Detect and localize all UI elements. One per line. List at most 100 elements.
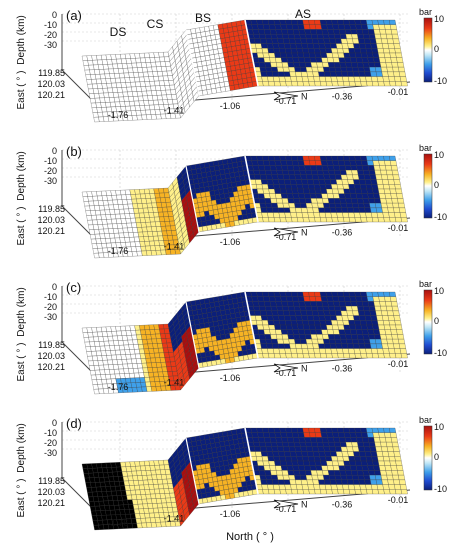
fault-cell — [283, 207, 291, 213]
fault-cell — [291, 160, 299, 166]
fault-cell — [389, 24, 397, 30]
fault-cell — [350, 57, 358, 63]
fault-cell — [276, 475, 284, 480]
fault-cell — [380, 170, 388, 175]
fault-cell — [354, 427, 362, 433]
fault-cell — [318, 179, 326, 185]
fault-cell — [378, 57, 386, 63]
fault-cell — [343, 188, 351, 194]
fault-cell — [351, 475, 359, 480]
fault-cell — [395, 217, 402, 223]
fault-cell — [298, 329, 306, 335]
north-arrow-icon: N — [273, 92, 308, 102]
fault-cell — [287, 170, 295, 175]
fault-cell — [282, 203, 290, 208]
fault-cell — [385, 198, 393, 204]
fault-cell — [396, 329, 404, 335]
depth-tick: 0 — [52, 418, 57, 428]
fault-cell — [360, 489, 368, 495]
fault-cell — [269, 193, 277, 199]
fault-cell — [283, 43, 291, 49]
fault-cell — [318, 343, 326, 349]
fault-cell — [352, 310, 360, 316]
segment-cs — [167, 301, 199, 391]
fault-cell — [276, 306, 284, 311]
fault-cell — [308, 427, 316, 433]
fault-cell — [329, 310, 337, 316]
fault-cell — [311, 446, 319, 452]
fault-cell — [260, 71, 268, 77]
colorbar-unit: bar — [419, 143, 432, 153]
fault-cell — [260, 43, 268, 49]
fault-cell — [296, 320, 304, 326]
fault-cell — [331, 217, 339, 223]
fault-cell — [373, 329, 381, 335]
fault-cell — [331, 291, 339, 297]
fault-cell — [384, 193, 392, 199]
fault-cell — [319, 184, 327, 190]
fault-cell — [356, 29, 364, 35]
fault-cell — [364, 179, 372, 185]
fault-cell — [316, 470, 324, 476]
fault-cell — [346, 174, 354, 180]
fault-cell — [384, 296, 392, 302]
fault-cell — [355, 193, 363, 199]
north-tick: -0.36 — [332, 92, 353, 102]
fault-cell — [297, 296, 305, 302]
fault-cell — [395, 81, 402, 87]
fault-cell — [308, 188, 316, 194]
north-tick: -1.06 — [220, 237, 241, 247]
fault-cell — [279, 184, 287, 190]
fault-cell — [288, 38, 296, 44]
fault-cell — [299, 198, 307, 204]
fault-cell — [373, 437, 381, 443]
fault-cell — [387, 179, 395, 185]
fault-cell — [287, 165, 295, 171]
fault-cell — [287, 334, 295, 340]
fault-cell — [258, 301, 266, 307]
fault-cell — [382, 484, 390, 490]
segment-divider — [244, 155, 259, 223]
fault-cell — [289, 315, 297, 321]
fault-cell — [259, 67, 267, 72]
fault-cell — [331, 324, 339, 330]
fault-cell — [350, 165, 358, 171]
fault-cell — [355, 24, 363, 30]
fault-cell — [343, 432, 351, 438]
fault-cell — [276, 62, 283, 68]
fault-cell — [274, 324, 282, 330]
fault-cell — [267, 19, 275, 25]
fault-cell — [359, 348, 367, 354]
fault-cell — [270, 34, 278, 39]
fault-cell — [356, 334, 364, 340]
fault-cell — [274, 188, 282, 194]
fault-cell — [257, 160, 265, 166]
fault-cell — [338, 465, 346, 471]
fault-cell — [369, 174, 377, 180]
fault-cell — [372, 52, 380, 58]
fault-cell — [347, 484, 355, 490]
north-tick: -1.06 — [220, 101, 241, 111]
fault-cell — [343, 217, 351, 223]
fault-cell — [310, 301, 318, 307]
fault-cell — [339, 198, 347, 204]
fault-cell — [352, 71, 360, 77]
fault-cell — [274, 296, 282, 302]
fault-cell — [282, 306, 290, 311]
fault-cell — [372, 432, 380, 438]
fault-cell — [371, 353, 379, 359]
fault-cell — [382, 179, 390, 185]
fault-cell — [346, 339, 354, 344]
fault-cell — [291, 432, 299, 438]
fault-cell — [386, 446, 394, 452]
fault-cell — [333, 29, 341, 35]
fault-cell — [282, 34, 290, 39]
fault-cell — [346, 446, 354, 452]
fault-cell — [267, 320, 275, 326]
fault-cell — [285, 155, 293, 161]
north-tick: -0.36 — [332, 364, 353, 374]
fault-cell — [358, 446, 366, 452]
fault-cell — [307, 43, 315, 49]
fault-cell — [378, 24, 386, 30]
